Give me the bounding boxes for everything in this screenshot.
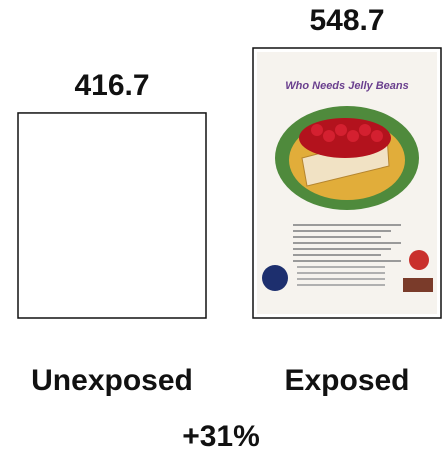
- badge: [409, 250, 429, 270]
- cherry: [311, 124, 323, 136]
- text-line: [293, 248, 391, 250]
- cherry: [347, 130, 359, 142]
- poster-title: Who Needs Jelly Beans: [285, 80, 409, 92]
- category-label: Unexposed: [31, 364, 193, 397]
- cherry: [323, 130, 335, 142]
- cherry: [371, 130, 383, 142]
- text-line: [293, 242, 401, 244]
- cherry: [335, 124, 347, 136]
- category-label: Exposed: [284, 364, 409, 397]
- text-line: [293, 230, 391, 232]
- text-line: [297, 266, 385, 268]
- logo: [262, 265, 288, 291]
- poster: Who Needs Jelly Beans: [257, 52, 437, 314]
- annotation: +31%: [182, 420, 260, 453]
- bar: [17, 112, 207, 319]
- product: [403, 278, 433, 292]
- text-line: [293, 236, 381, 238]
- value-label: 548.7: [309, 4, 384, 37]
- text-line: [293, 224, 401, 226]
- text-line: [297, 272, 385, 274]
- cherry: [359, 124, 371, 136]
- text-line: [297, 278, 385, 280]
- value-label: 416.7: [74, 69, 149, 102]
- text-line: [297, 284, 385, 286]
- text-line: [293, 260, 401, 262]
- text-line: [293, 254, 381, 256]
